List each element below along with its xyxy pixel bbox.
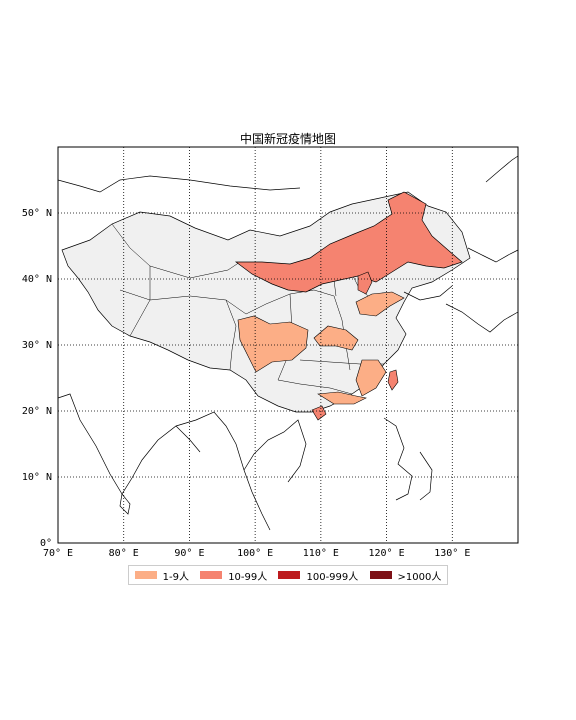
region-jiangxi-fujian <box>355 359 387 397</box>
legend-item: 100-999人 <box>278 568 358 583</box>
legend-label: 1-9人 <box>162 571 189 583</box>
x-tick-label: 80° E <box>109 548 139 559</box>
region-hainan <box>311 405 327 421</box>
y-tick-labels: 0° 10° N 20° N 30° N 40° N 50° N <box>22 208 52 549</box>
legend-item: 1-9人 <box>134 568 189 583</box>
legend-swatch <box>278 571 301 579</box>
legend-swatch <box>134 571 157 579</box>
x-tick-label: 70° E <box>43 548 73 559</box>
legend-label: >1000人 <box>397 571 442 583</box>
legend-label: 100-999人 <box>306 571 359 583</box>
x-tick-label: 100° E <box>237 548 273 559</box>
y-tick-label: 50° N <box>22 208 52 219</box>
legend-item: >1000人 <box>369 568 442 583</box>
map-frame <box>57 146 519 544</box>
legend-swatch <box>200 571 223 579</box>
region-guangdong <box>317 391 367 405</box>
x-tick-label: 110° E <box>303 548 339 559</box>
y-tick-label: 0° <box>40 538 52 549</box>
legend-label: 10-99人 <box>228 571 268 583</box>
y-tick-label: 40° N <box>22 274 52 285</box>
region-taiwan <box>387 369 399 391</box>
x-tick-label: 120° E <box>369 548 405 559</box>
region-shanxi <box>357 271 373 295</box>
map-area <box>57 147 519 543</box>
gridlines <box>58 147 518 543</box>
x-tick-label: 130° E <box>434 548 470 559</box>
legend-swatch <box>369 571 392 579</box>
y-tick-label: 10° N <box>22 472 52 483</box>
region-inner-mongolia <box>234 191 463 293</box>
region-shandong <box>355 291 405 317</box>
y-tick-label: 30° N <box>22 340 52 351</box>
x-tick-labels: 70° E 80° E 90° E 100° E 110° E 120° E 130° E <box>43 548 470 559</box>
legend-item: 10-99人 <box>200 568 267 583</box>
y-tick-label: 20° N <box>22 406 52 417</box>
x-tick-label: 90° E <box>174 548 204 559</box>
coastlines <box>57 155 519 531</box>
map-title: 中国新冠疫情地图 <box>239 132 336 146</box>
legend: 1-9人 10-99人 100-999人 >1000人 <box>128 565 448 585</box>
